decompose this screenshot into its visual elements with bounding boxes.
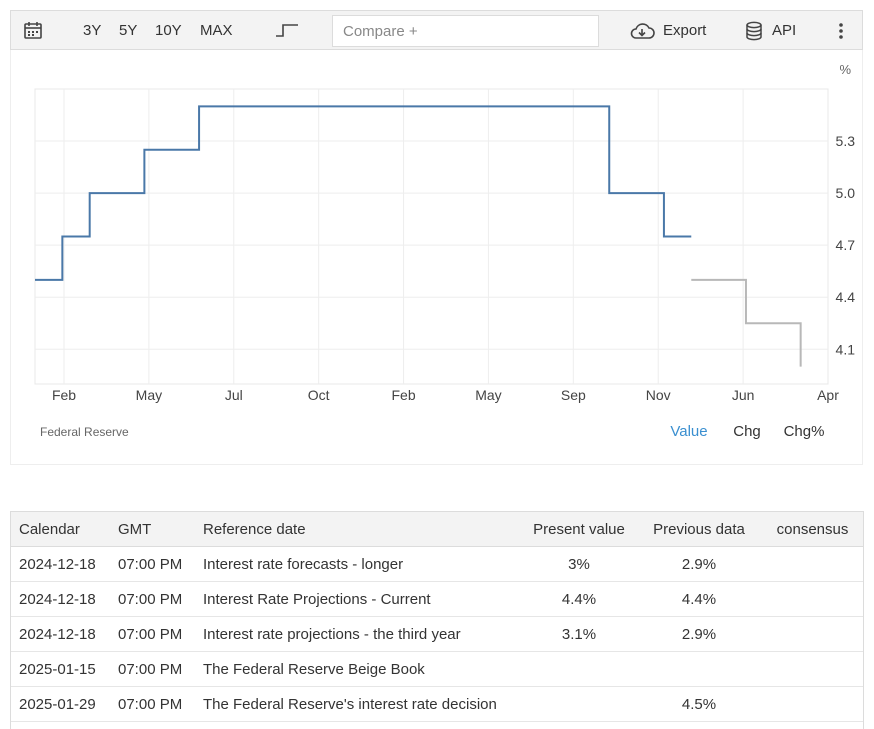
tab-value[interactable]: Value — [670, 423, 707, 440]
table-header-row: Calendar GMT Reference date Present value Pr… — [11, 512, 863, 547]
series-line-0 — [35, 105, 692, 281]
table-cell: Interest Rate Projections - Current — [195, 581, 522, 617]
table-cell: 2024-12-18 — [11, 581, 110, 617]
calendar-icon[interactable] — [23, 20, 43, 45]
table-cell: 07:00 PM — [110, 546, 195, 582]
table-cell: The Federal Reserve Beige Book — [195, 651, 522, 687]
table-cell: 2025-01-15 — [11, 651, 110, 687]
table-row: 2024-12-18 07:00 PM Interest Rate Projecti… — [11, 581, 863, 617]
x-tick-label: Feb — [391, 387, 415, 403]
table-cell: The Federal Reserve's interest rate deci… — [195, 686, 522, 722]
table-row: 2024-12-18 07:00 PM Interest rate projecti… — [11, 616, 863, 652]
chart-toolbar: 3Y 5Y 10Y MAX Compare + Export API — [10, 10, 863, 50]
step-chart-icon[interactable] — [275, 22, 299, 43]
table-cell: 2024-12-18 — [11, 546, 110, 582]
table-cell — [636, 651, 762, 687]
table-cell: 07:00 PM — [110, 581, 195, 617]
y-tick-label: 4.1 — [836, 341, 856, 357]
table-cell: 2.9% — [636, 616, 762, 652]
table-cell — [522, 651, 636, 687]
column-header: Calendar — [11, 512, 110, 547]
tab-chg-pct[interactable]: Chg% — [784, 423, 825, 440]
table-cell: 07:00 PM — [110, 616, 195, 652]
y-tick-label: 5.3 — [836, 133, 856, 149]
range-5y-button[interactable]: 5Y — [119, 22, 138, 39]
column-header: Present value — [522, 512, 636, 547]
table-cell: 3% — [522, 546, 636, 582]
table-cell: 3.1% — [522, 616, 636, 652]
range-max-button[interactable]: MAX — [200, 22, 233, 39]
source-label: Federal Reserve — [40, 425, 129, 439]
calendar-table: Calendar GMT Reference date Present value Pr… — [10, 511, 864, 729]
y-tick-label: 4.7 — [836, 237, 856, 253]
export-button[interactable]: Export — [663, 22, 707, 39]
series-line-1 — [691, 278, 802, 367]
table-cell — [762, 581, 863, 617]
table-row: 2025-01-15 07:00 PM The Federal Reserve Be… — [11, 651, 863, 687]
more-vertical-icon[interactable] — [837, 22, 845, 45]
rate-chart: 4.1 4.4 4.7 5.0 5.3% Feb May Jul Oct Feb May Sep Nov… — [34, 62, 856, 440]
y-tick-label: 4.4 — [836, 289, 856, 305]
table-cell: 2.9% — [636, 546, 762, 582]
y-unit-label: % — [839, 62, 851, 77]
table-row: 2024-12-18 07:00 PM Interest rate forecast… — [11, 546, 863, 582]
table-cell: 4.4% — [636, 581, 762, 617]
table-cell — [762, 686, 863, 722]
table-cell: 4.5% — [636, 686, 762, 722]
column-header: GMT — [110, 512, 195, 547]
x-tick-label: Oct — [308, 387, 330, 403]
plot-area — [34, 88, 829, 385]
tab-chg[interactable]: Chg — [733, 423, 761, 440]
chart-panel: 4.1 4.4 4.7 5.0 5.3% Feb May Jul Oct Feb May Sep Nov… — [10, 50, 863, 465]
database-icon[interactable] — [745, 21, 763, 46]
x-tick-label: Sep — [561, 387, 586, 403]
compare-input[interactable]: Compare + — [332, 15, 599, 47]
range-3y-button[interactable]: 3Y — [83, 22, 102, 39]
api-button[interactable]: API — [772, 22, 797, 39]
table-cell: Interest rate projections - the third ye… — [195, 616, 522, 652]
table-cell: 07:00 PM — [110, 686, 195, 722]
table-cell — [762, 616, 863, 652]
table-cell: 2024-12-18 — [11, 616, 110, 652]
table-cell: Interest rate forecasts - longer — [195, 546, 522, 582]
table-row: 2025-01-29 07:00 PM The Federal Reserve's … — [11, 686, 863, 722]
column-header: Previous data — [636, 512, 762, 547]
x-tick-label: Jul — [225, 387, 243, 403]
cloud-download-icon[interactable] — [629, 22, 655, 45]
range-10y-button[interactable]: 10Y — [155, 22, 182, 39]
table-cell: 4.4% — [522, 581, 636, 617]
table-cell — [762, 546, 863, 582]
table-cell — [522, 686, 636, 722]
table-cell — [762, 651, 863, 687]
x-tick-label: May — [136, 387, 162, 403]
x-tick-label: Apr — [817, 387, 839, 403]
x-tick-label: Nov — [646, 387, 671, 403]
x-tick-label: Jun — [732, 387, 755, 403]
y-tick-label: 5.0 — [836, 185, 856, 201]
table-cell: 2025-01-29 — [11, 686, 110, 722]
column-header: Reference date — [195, 512, 522, 547]
x-tick-label: May — [475, 387, 501, 403]
table-cell: 07:00 PM — [110, 651, 195, 687]
x-tick-label: Feb — [52, 387, 76, 403]
column-header: consensus — [762, 512, 863, 547]
